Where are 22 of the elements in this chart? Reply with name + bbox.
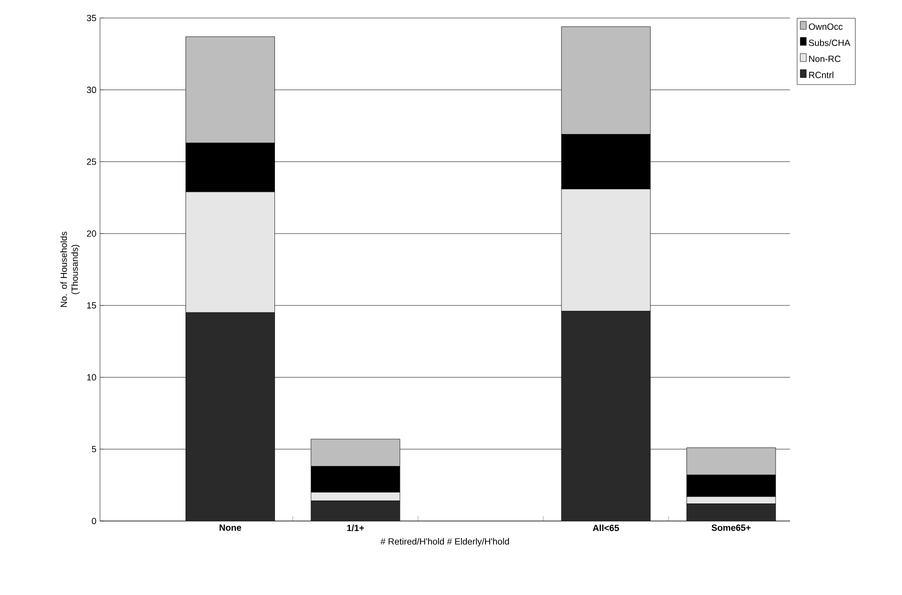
bar	[561, 310, 651, 521]
y-tick-label: 10	[87, 374, 96, 380]
y-tick-label: 0	[92, 518, 96, 524]
y-tick-label: 15	[87, 302, 96, 309]
y-tick-label: 35	[86, 14, 96, 22]
y-tick-label: 30	[86, 86, 96, 94]
x-tick-label: 1/1+	[347, 524, 364, 532]
y-tick-label: 20	[86, 230, 96, 237]
bar	[186, 312, 275, 521]
legend-label: Non-RC	[809, 56, 841, 62]
x-axis-title: # Retired/H'hold # Elderly/H'hold	[380, 538, 509, 546]
legend-label: RCntrl	[809, 72, 834, 78]
y-tick-label: 5	[92, 446, 96, 452]
bar	[310, 500, 400, 521]
legend-label: Subs/CHA	[808, 39, 850, 46]
bar	[686, 504, 776, 521]
x-tick-label: None	[220, 524, 242, 531]
y-axis-title: No. of Households (Thousands)	[60, 232, 80, 307]
y-tick-label: 25	[86, 158, 96, 165]
legend-label: OwnOcc	[808, 23, 843, 30]
x-tick-label: Some65+	[712, 524, 751, 531]
x-tick-label: All<65	[592, 524, 619, 532]
